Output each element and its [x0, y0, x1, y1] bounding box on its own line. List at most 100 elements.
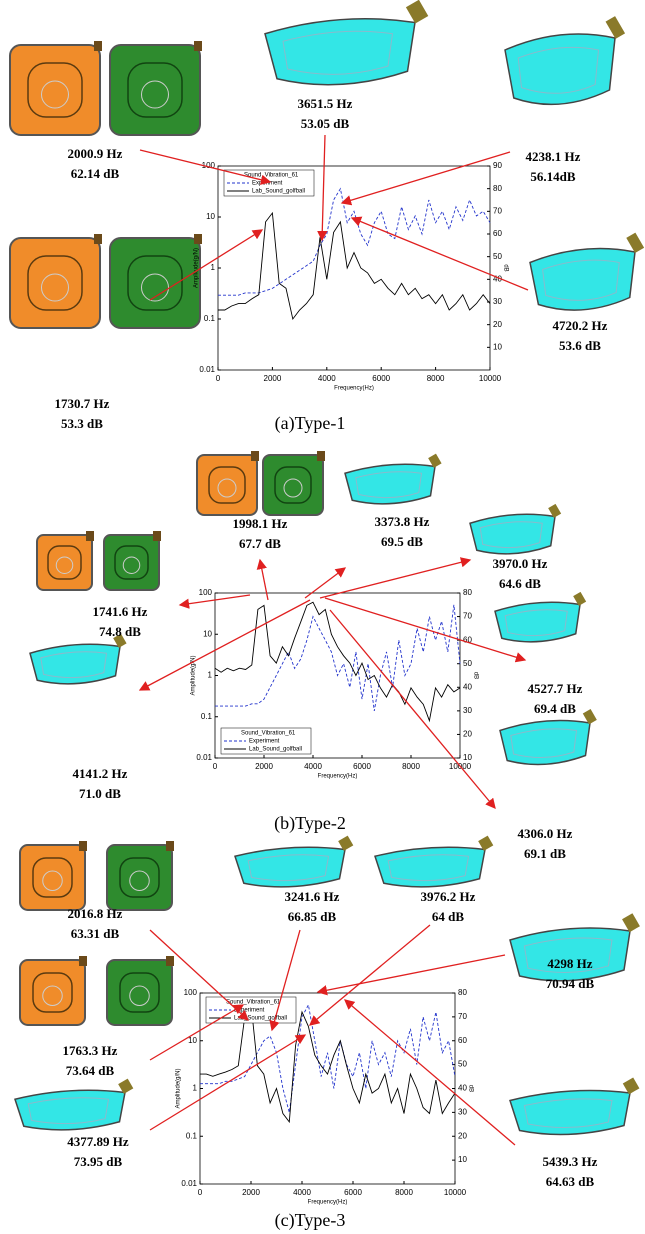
arrow — [350, 216, 529, 291]
arrow — [256, 558, 269, 601]
arrow — [149, 1004, 245, 1061]
y2-tick-label: 70 — [493, 206, 502, 215]
y2-tick-label: 30 — [493, 297, 502, 306]
mode-club — [529, 247, 636, 311]
annotation-frequency: 2000.9 Hz — [68, 146, 123, 161]
arrow — [149, 1034, 307, 1131]
hosel — [338, 835, 354, 851]
x-tick-label: 6000 — [344, 1188, 362, 1197]
mode-face — [103, 534, 160, 591]
legend-label: Lab_Sound_golfball — [252, 189, 305, 195]
mode-face — [106, 844, 173, 911]
y-tick-label: 1 — [208, 671, 213, 680]
mode-contour — [510, 728, 578, 758]
mode-contour — [41, 80, 69, 109]
y2-tick-label: 10 — [493, 342, 502, 351]
hosel — [573, 591, 587, 606]
annotation-level: 70.94 dB — [546, 976, 595, 991]
mode-face — [19, 959, 86, 1026]
legend-title: Sound_Vibration_61 — [241, 731, 296, 737]
x-tick-label: 2000 — [242, 1188, 260, 1197]
mode-contour — [122, 556, 141, 574]
annotation-level: 62.14 dB — [71, 166, 120, 181]
hosel — [94, 234, 102, 244]
annotation-frequency: 4238.1 Hz — [526, 149, 581, 164]
mode-contour — [283, 478, 303, 498]
x-tick-label: 10000 — [479, 374, 502, 383]
arrow — [319, 557, 472, 599]
annotation-level: 74.8 dB — [99, 624, 141, 639]
mode-contour — [247, 854, 330, 882]
annotation-level: 73.64 dB — [66, 1063, 115, 1078]
mode-face — [36, 534, 93, 591]
legend-label: Experiment — [249, 739, 280, 745]
y2-axis-label: dB — [467, 1085, 473, 1092]
annotation-frequency: 3651.5 Hz — [298, 96, 353, 111]
mode-contour — [129, 985, 150, 1006]
x-axis-label: Frequency(Hz) — [308, 1200, 348, 1206]
annotation-level: 66.85 dB — [288, 909, 337, 924]
mode-club — [504, 33, 616, 106]
arrow — [324, 597, 527, 663]
hosel — [153, 531, 161, 541]
hosel — [622, 1077, 640, 1095]
annotation-level: 53.3 dB — [61, 416, 103, 431]
y2-tick-label: 80 — [463, 588, 472, 597]
plot-frame — [199, 992, 456, 1185]
x-tick-label: 6000 — [353, 762, 371, 771]
annotation-level: 64 dB — [432, 909, 464, 924]
hosel — [605, 16, 626, 39]
y2-tick-label: 20 — [458, 1131, 467, 1140]
mode-face — [9, 237, 101, 329]
mode-club — [509, 927, 631, 982]
mode-contour — [55, 556, 74, 574]
y-tick-label: 0.01 — [181, 1179, 197, 1188]
annotation-frequency: 3241.6 Hz — [285, 889, 340, 904]
mode-contour — [40, 651, 108, 679]
y2-tick-label: 80 — [458, 988, 467, 997]
mode-contour — [47, 545, 82, 580]
mode-face — [109, 237, 201, 329]
mode-contour — [127, 255, 183, 311]
y-tick-label: 10 — [206, 212, 215, 221]
y-axis-label: Amplitude(g/N) — [194, 248, 200, 288]
annotation-level: 69.4 dB — [534, 701, 576, 716]
hosel — [194, 234, 202, 244]
y2-tick-label: 30 — [458, 1107, 467, 1116]
y2-axis-label: dB — [472, 672, 478, 679]
series-line — [218, 211, 491, 321]
mode-contour — [517, 46, 600, 94]
mode-contour — [217, 478, 237, 498]
hosel — [251, 451, 259, 461]
mode-contour — [41, 273, 69, 302]
x-tick-label: 6000 — [372, 374, 390, 383]
y2-tick-label: 80 — [493, 184, 502, 193]
hosel — [582, 709, 597, 725]
y-tick-label: 0.01 — [196, 753, 212, 762]
annotation-frequency: 1998.1 Hz — [233, 516, 288, 531]
y2-tick-label: 40 — [493, 274, 502, 283]
mode-contour — [542, 259, 620, 301]
mode-contour — [32, 857, 73, 898]
hosel — [317, 451, 325, 461]
x-tick-label: 2000 — [264, 374, 282, 383]
annotation-frequency: 1763.3 Hz — [63, 1043, 118, 1058]
legend-label: Lab_Sound_golfball — [234, 1016, 287, 1022]
annotation-frequency: 4720.2 Hz — [553, 318, 608, 333]
annotation-level: 64.63 dB — [546, 1174, 595, 1189]
mode-contour — [42, 870, 63, 891]
x-tick-label: 4000 — [318, 374, 336, 383]
mode-contour — [27, 1097, 110, 1125]
caption: (a)Type-1 — [275, 413, 346, 434]
arrow — [139, 149, 272, 185]
arrow — [178, 594, 251, 609]
y-tick-label: 100 — [202, 161, 216, 170]
annotation-level: 67.7 dB — [239, 536, 281, 551]
arrow — [329, 609, 496, 809]
hosel — [94, 41, 102, 51]
annotation-frequency: 1741.6 Hz — [93, 604, 148, 619]
arrow — [340, 151, 511, 206]
mode-contour — [208, 466, 246, 504]
annotation-level: 71.0 dB — [79, 786, 121, 801]
mode-contour — [355, 471, 423, 499]
